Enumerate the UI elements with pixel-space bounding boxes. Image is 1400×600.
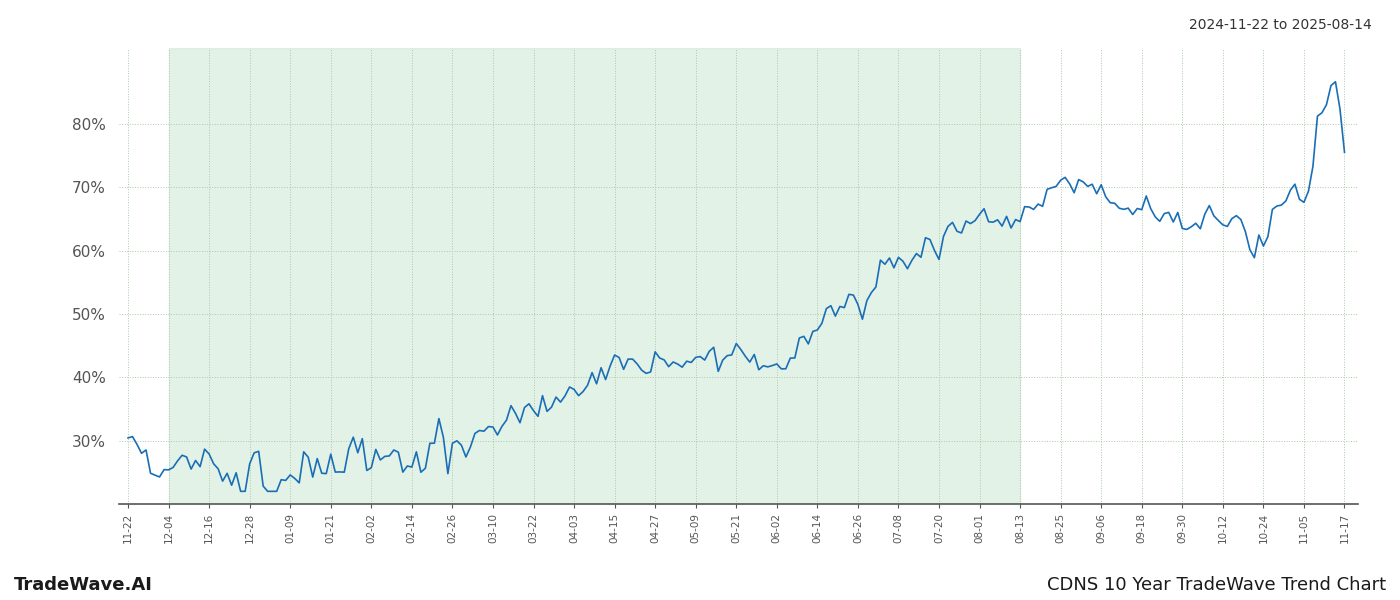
Text: TradeWave.AI: TradeWave.AI [14,576,153,594]
Bar [168,48,1021,504]
Text: 2024-11-22 to 2025-08-14: 2024-11-22 to 2025-08-14 [1189,18,1372,32]
Text: CDNS 10 Year TradeWave Trend Chart: CDNS 10 Year TradeWave Trend Chart [1047,576,1386,594]
